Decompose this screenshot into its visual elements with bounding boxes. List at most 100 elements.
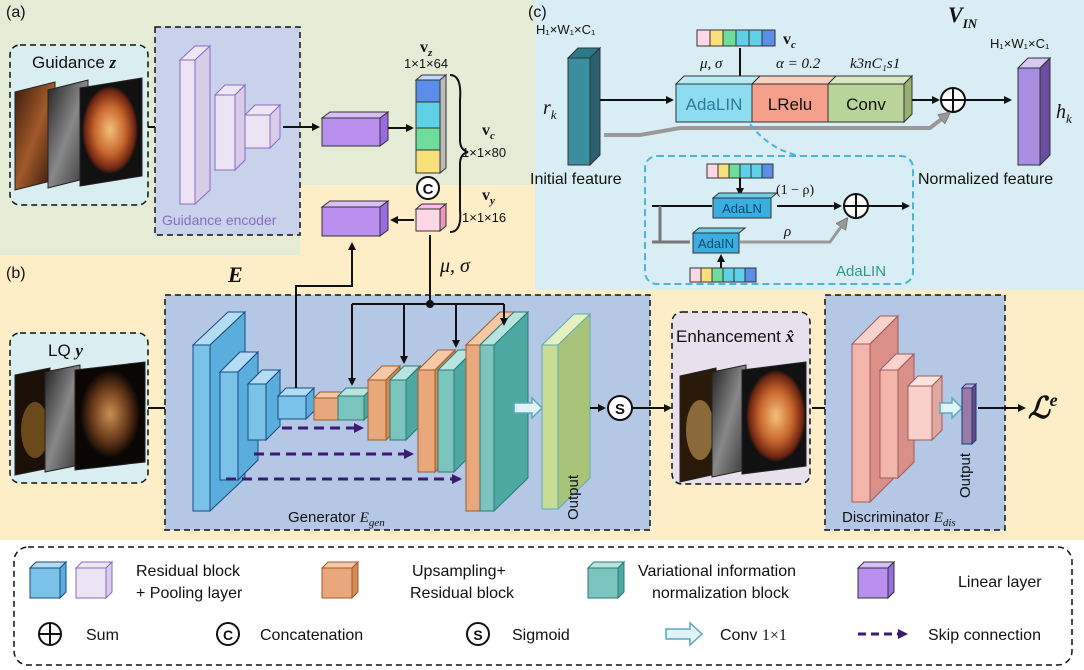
mu-sigma-label: μ, σ bbox=[439, 255, 471, 277]
gen-to-linear-line bbox=[295, 242, 356, 388]
concat-symbol bbox=[416, 176, 440, 200]
gen-res-block-3 bbox=[246, 368, 282, 442]
guidance-label: Guidance z bbox=[32, 53, 117, 72]
linear-layer-top bbox=[320, 111, 390, 147]
gen-output-block bbox=[540, 312, 592, 511]
legend-linear-icon bbox=[856, 560, 896, 600]
gen-output-label: Output bbox=[565, 474, 582, 520]
disc-conv1x1-arrow bbox=[939, 396, 964, 420]
panel-b-label: (b) bbox=[6, 265, 26, 282]
adain-text: AdaIN bbox=[698, 236, 734, 251]
adalin-text: AdaLIN bbox=[686, 95, 743, 114]
initial-feature-label: Initial feature bbox=[530, 171, 622, 188]
conv-block bbox=[826, 74, 914, 124]
vin-vc-strip bbox=[696, 29, 776, 47]
encoder-block-2 bbox=[213, 83, 247, 172]
generator-E-label: E bbox=[227, 262, 243, 287]
legend-upsample-text-2: Residual block bbox=[410, 585, 515, 602]
legend-sigmoid-text: Sigmoid bbox=[512, 627, 570, 644]
rho-label: ρ bbox=[783, 224, 791, 240]
vin-sum-symbol bbox=[940, 87, 966, 113]
vin-mu-sigma: μ, σ bbox=[699, 56, 723, 72]
hk-label: hk bbox=[1056, 101, 1072, 126]
encoder-block-3 bbox=[243, 103, 282, 150]
legend-concat-icon bbox=[216, 622, 240, 646]
panel-c-label: (c) bbox=[528, 4, 547, 21]
lq-label: LQ y bbox=[48, 341, 83, 360]
adalin-caption: AdaLIN bbox=[836, 263, 886, 280]
enhancement-label: Enhancement x̂ bbox=[676, 327, 795, 346]
adain-block bbox=[691, 227, 747, 254]
lrelu-block bbox=[750, 75, 838, 123]
adalin-detail-connector bbox=[749, 123, 801, 157]
legend-varnorm-text-1: Variational information bbox=[638, 563, 796, 580]
legend-linear-text: Linear layer bbox=[958, 574, 1042, 591]
guidance-image-stack bbox=[14, 77, 143, 191]
sigmoid-symbol-label: S bbox=[615, 401, 625, 418]
one-minus-rho-label: (1 − ρ) bbox=[776, 183, 815, 198]
initial-feature-block bbox=[566, 46, 602, 167]
vin-vc-label: vc bbox=[783, 31, 796, 51]
legend-sum-icon bbox=[38, 622, 62, 646]
vy-dim: 1×1×16 bbox=[462, 210, 506, 225]
adalin-sum-symbol bbox=[843, 193, 869, 219]
vz-label: vz bbox=[420, 39, 433, 59]
vc-dim: 1×1×80 bbox=[462, 145, 506, 160]
conv-param-label: k3nC₁s1 bbox=[850, 56, 900, 72]
legend-concat-text: Concatenation bbox=[260, 627, 363, 644]
gen-varnorm-2 bbox=[388, 364, 422, 442]
legend-sum-text: Sum bbox=[86, 627, 119, 644]
adain-to-sum-arrow bbox=[740, 220, 846, 244]
legend-upsample-icon bbox=[320, 560, 360, 600]
guidance-encoder-label: Guidance encoder bbox=[162, 212, 277, 228]
gen-varnorm-4 bbox=[478, 310, 530, 513]
vin-dim-in: H₁×W₁×C₁ bbox=[536, 22, 596, 37]
adalin-detail-strip-top bbox=[706, 163, 774, 179]
concat-symbol-label: C bbox=[423, 181, 434, 198]
disc-block-3 bbox=[906, 374, 944, 442]
gen-varnorm-1 bbox=[336, 386, 374, 422]
vin-title: VIN bbox=[948, 2, 978, 31]
legend-resblock-icon bbox=[28, 560, 114, 600]
legend-resblock-text-2: + Pooling layer bbox=[136, 585, 243, 602]
normalized-feature-label: Normalized feature bbox=[918, 171, 1053, 188]
disc-output-label: Output bbox=[957, 452, 974, 498]
legend-conv-icon bbox=[665, 621, 704, 647]
legend-sigmoid-icon bbox=[466, 622, 490, 646]
lq-image-stack bbox=[14, 361, 146, 476]
lrelu-text: LRelu bbox=[768, 95, 812, 114]
vector-vz-stack bbox=[414, 73, 448, 175]
gen-conv1x1-arrow bbox=[513, 396, 544, 420]
legend-resblock-text-1: Residual block bbox=[136, 563, 241, 580]
disc-output-block bbox=[960, 382, 978, 446]
vy-label: vy bbox=[482, 187, 495, 207]
vz-dim: 1×1×64 bbox=[404, 56, 448, 71]
linear-layer-bottom bbox=[320, 200, 390, 237]
vector-vy-cube bbox=[414, 202, 448, 233]
encoder-block-1 bbox=[178, 44, 212, 206]
loss-label: ℒe bbox=[1028, 390, 1058, 425]
residual-gray-arrow bbox=[604, 114, 948, 137]
legend-conv-text: Conv 1×1 bbox=[720, 627, 787, 644]
vector-brace bbox=[449, 74, 469, 233]
legend-box bbox=[13, 546, 1073, 666]
discriminator-label: Discriminator Edis bbox=[842, 509, 956, 529]
legend-upsample-text-1: Upsampling+ bbox=[412, 563, 506, 580]
enhancement-image-stack bbox=[679, 361, 807, 483]
vin-dim-out: H₁×W₁×C₁ bbox=[990, 36, 1050, 51]
legend-varnorm-icon bbox=[586, 560, 626, 600]
normalized-feature-block bbox=[1016, 56, 1052, 167]
legend-sigmoid-symbol: S bbox=[473, 627, 482, 643]
legend-concat-symbol: C bbox=[223, 627, 233, 643]
legend-skip-text: Skip connection bbox=[928, 627, 1041, 644]
legend-varnorm-text-2: normalization block bbox=[652, 585, 790, 602]
adaln-text: AdaLN bbox=[722, 201, 762, 216]
alpha-label: α = 0.2 bbox=[776, 56, 821, 72]
generator-label: Generator Egen bbox=[288, 509, 385, 529]
panel-a-label: (a) bbox=[6, 4, 26, 21]
adalin-detail-strip-bottom bbox=[689, 267, 757, 283]
adaln-block bbox=[711, 192, 779, 219]
vc-label: vc bbox=[482, 122, 495, 142]
gen-res-block-4 bbox=[276, 386, 316, 421]
rk-label: rk bbox=[543, 97, 557, 122]
